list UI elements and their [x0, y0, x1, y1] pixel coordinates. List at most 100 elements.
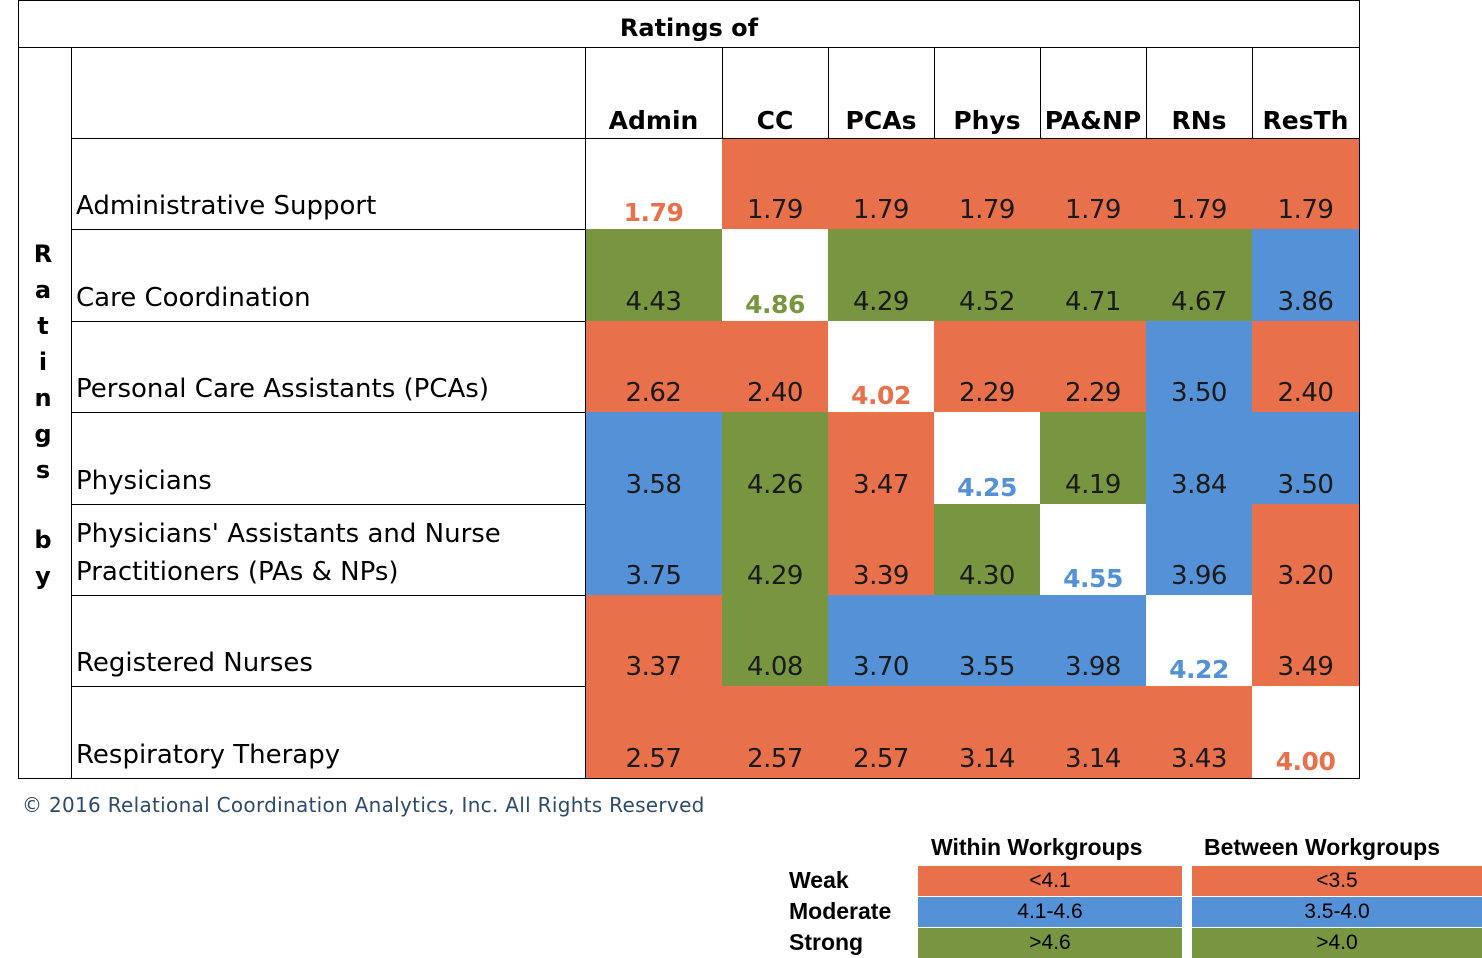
cell-value: 2.57 [853, 743, 909, 774]
cell-value: 3.70 [853, 652, 909, 683]
column-header: RNs [1171, 106, 1227, 135]
row-label: Respiratory Therapy [76, 739, 341, 770]
legend-row-label: Weak [789, 867, 849, 893]
cell-value: 4.19 [1065, 469, 1121, 500]
header-divider [18, 47, 1360, 48]
heatmap-cell: 1.79 [585, 138, 722, 230]
heatmap-cell: 4.29 [722, 503, 828, 595]
heatmap-cell: 2.40 [1252, 320, 1359, 413]
data-column-divider [585, 47, 586, 778]
heatmap-cell: 1.79 [1146, 138, 1252, 230]
heatmap-cell: 3.47 [828, 412, 934, 504]
row-divider [71, 320, 585, 322]
cell-value: 1.79 [853, 195, 909, 226]
cell-value: 3.37 [625, 652, 682, 683]
row-divider [71, 503, 585, 505]
row-label: Care Coordination [76, 282, 311, 313]
cell-value: 4.02 [851, 381, 911, 411]
cell-value: 1.79 [1277, 195, 1334, 226]
cell-value: 3.43 [1171, 743, 1227, 774]
cell-value: 4.86 [745, 289, 805, 319]
cell-value: 4.29 [853, 286, 909, 317]
copyright-notice: © 2016 Relational Coordination Analytics… [22, 793, 705, 817]
heatmap-cell: 3.75 [585, 503, 722, 595]
heatmap-cell: 2.62 [585, 320, 722, 413]
cell-value: 3.14 [1065, 743, 1121, 774]
column-header: PA&NP [1044, 106, 1142, 135]
table-frame [18, 0, 1360, 779]
cell-value: 4.00 [1275, 746, 1336, 776]
column-header-divider [71, 138, 1360, 139]
heatmap-cell: 1.79 [1252, 138, 1359, 230]
heatmap-cell: 3.50 [1252, 412, 1359, 504]
cell-value: 3.50 [1277, 469, 1334, 500]
heatmap-cell: 4.26 [722, 412, 828, 504]
row-label: Physicians [76, 465, 212, 496]
heatmap-cell: 3.14 [934, 686, 1040, 778]
column-divider [1040, 47, 1041, 138]
heatmap-cell: 4.43 [585, 229, 722, 321]
heatmap-cell: 4.08 [722, 595, 828, 687]
legend-within-range: >4.6 [918, 928, 1182, 958]
cell-value: 4.55 [1063, 563, 1123, 593]
heatmap-cell: 1.79 [934, 138, 1040, 230]
heatmap-cell: 2.57 [585, 686, 722, 778]
cell-value: 3.55 [959, 652, 1015, 683]
legend-header-between: Between Workgroups [1204, 834, 1440, 860]
cell-value: 3.75 [625, 560, 682, 591]
heatmap-cell: 3.50 [1146, 320, 1252, 413]
heatmap-cell: 3.20 [1252, 503, 1359, 595]
cell-value: 2.29 [1065, 378, 1121, 409]
heatmap-cell: 2.57 [722, 686, 828, 778]
cell-value: 4.71 [1065, 286, 1121, 317]
cell-value: 3.98 [1065, 652, 1121, 683]
row-divider [71, 229, 585, 231]
column-header: CC [756, 106, 794, 135]
heatmap-cell: 3.39 [828, 503, 934, 595]
heatmap-cell: 3.98 [1040, 595, 1146, 687]
heatmap-cell: 4.67 [1146, 229, 1252, 321]
heatmap-cell: 1.79 [1040, 138, 1146, 230]
column-header: ResTh [1262, 106, 1349, 135]
heatmap-cell: 4.86 [722, 229, 828, 321]
cell-value: 4.08 [747, 652, 803, 683]
cell-value: 1.79 [959, 195, 1015, 226]
column-header: Phys [953, 106, 1021, 135]
heatmap-cell: 3.43 [1146, 686, 1252, 778]
cell-value: 3.96 [1171, 560, 1227, 591]
column-header: PCAs [845, 106, 917, 135]
heatmap-cell: 3.84 [1146, 412, 1252, 504]
cell-value: 3.20 [1277, 560, 1334, 591]
cell-value: 1.79 [1065, 195, 1121, 226]
heatmap-cell: 2.29 [1040, 320, 1146, 413]
cell-value: 4.30 [959, 560, 1015, 591]
heatmap-cell: 4.52 [934, 229, 1040, 321]
row-divider [71, 686, 585, 688]
heatmap-cell: 2.29 [934, 320, 1040, 413]
cell-value: 4.52 [959, 286, 1015, 317]
cell-value: 3.39 [853, 560, 909, 591]
legend-row-label: Moderate [789, 898, 892, 924]
cell-value: 4.22 [1169, 655, 1229, 685]
heatmap-cell: 2.40 [722, 320, 828, 413]
heatmap-cell: 4.19 [1040, 412, 1146, 504]
heatmap-cell: 2.57 [828, 686, 934, 778]
cell-value: 4.43 [625, 286, 682, 317]
cell-value: 3.14 [959, 743, 1015, 774]
cell-value: 1.79 [623, 198, 684, 228]
cell-value: 2.40 [1277, 378, 1334, 409]
row-label: Personal Care Assistants (PCAs) [76, 374, 489, 405]
chart-title: Ratings of [619, 14, 759, 42]
cell-value: 3.47 [853, 469, 909, 500]
heatmap-cell: 4.55 [1040, 503, 1146, 595]
heatmap-cell: 3.37 [585, 595, 722, 687]
cell-value: 4.67 [1171, 286, 1227, 317]
heatmap-cell: 3.96 [1146, 503, 1252, 595]
column-divider [1252, 47, 1253, 138]
cell-value: 3.84 [1171, 469, 1227, 500]
legend-header-within: Within Workgroups [931, 834, 1143, 860]
cell-value: 3.86 [1277, 286, 1334, 317]
cell-value: 2.40 [747, 378, 803, 409]
